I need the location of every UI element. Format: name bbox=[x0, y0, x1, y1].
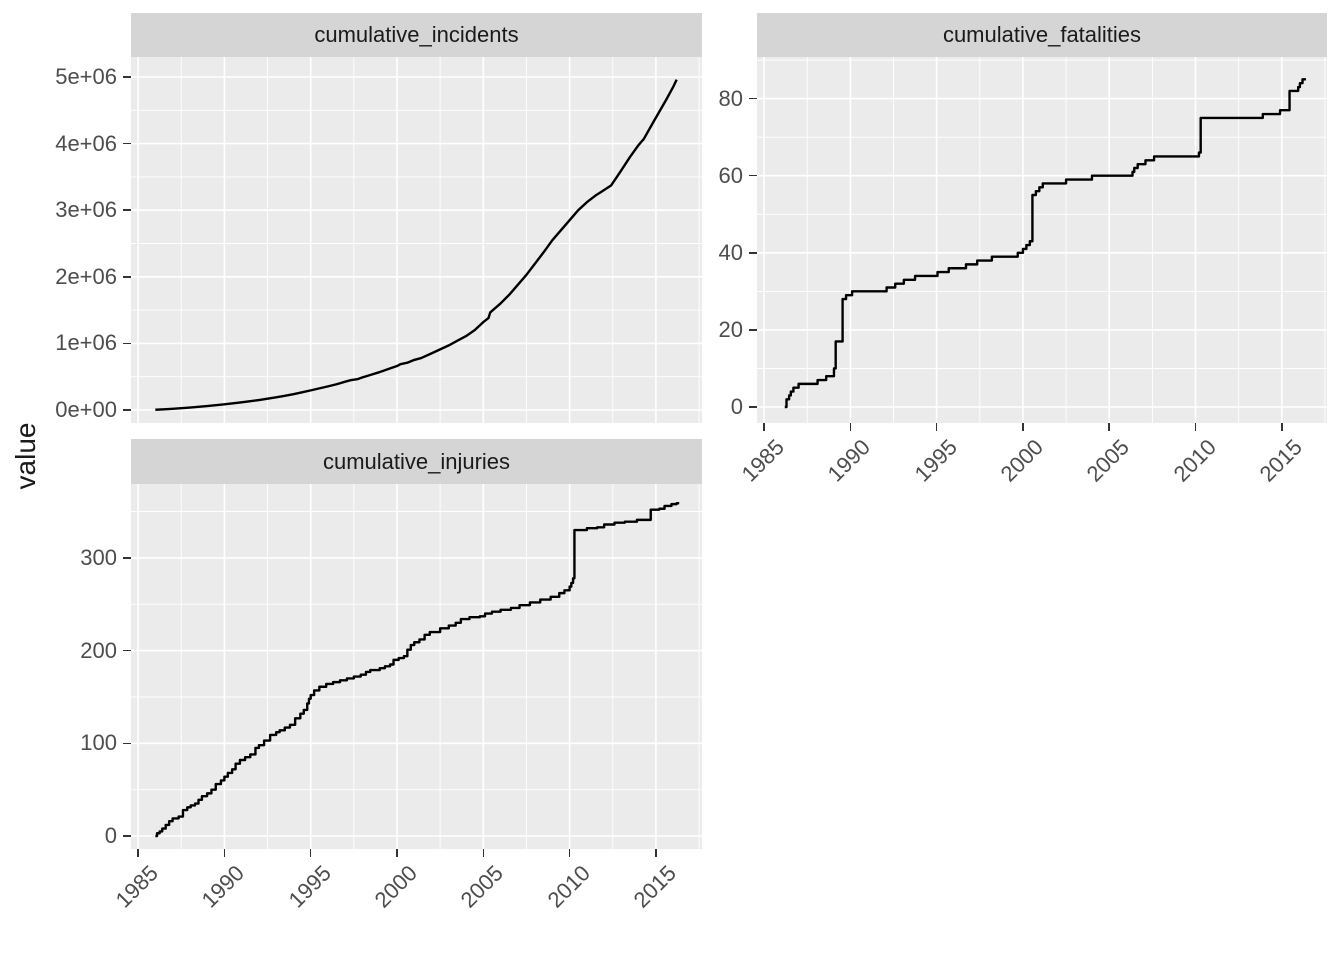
y-tick-mark bbox=[749, 406, 757, 408]
y-tick-label: 5e+06 bbox=[55, 64, 117, 89]
x-tick-mark bbox=[1108, 423, 1110, 431]
grid-major bbox=[131, 484, 702, 849]
y-tick-mark bbox=[123, 342, 131, 345]
facet-strip-label: cumulative_injuries bbox=[322, 448, 511, 474]
series-line bbox=[784, 78, 1306, 409]
y-tick-mark bbox=[123, 649, 131, 652]
x-tick-label: 2010 bbox=[1168, 434, 1221, 487]
y-tick-label: 4e+06 bbox=[55, 130, 117, 156]
x-tick-label: 1995 bbox=[909, 434, 962, 487]
y-tick-label: 80 bbox=[718, 85, 743, 111]
x-tick-label: 2015 bbox=[1254, 434, 1307, 487]
series-line bbox=[155, 79, 678, 411]
x-tick-mark bbox=[1194, 423, 1197, 431]
grid-minor bbox=[757, 57, 1327, 423]
y-tick-label: 100 bbox=[80, 730, 117, 756]
x-tick-label: 2015 bbox=[628, 860, 681, 913]
x-tick-label: 1985 bbox=[736, 434, 790, 487]
y-tick-mark bbox=[123, 742, 131, 745]
y-tick-label: 20 bbox=[718, 316, 743, 342]
grid-major bbox=[757, 57, 1327, 423]
facet-strip-label: cumulative_fatalities bbox=[942, 22, 1142, 47]
grid-minor bbox=[131, 57, 702, 423]
x-tick-mark bbox=[655, 849, 657, 857]
y-tick-label: 1e+06 bbox=[55, 330, 117, 356]
grid-major bbox=[131, 57, 702, 423]
x-tick-mark bbox=[396, 849, 398, 857]
x-tick-mark bbox=[1281, 423, 1283, 431]
x-tick-mark bbox=[568, 849, 571, 857]
y-tick-label: 0 bbox=[730, 394, 743, 419]
facet-strip-label: cumulative_incidents bbox=[314, 22, 519, 47]
x-tick-label: 2000 bbox=[369, 860, 422, 913]
grid-minor bbox=[131, 484, 702, 849]
x-tick-label: 2005 bbox=[455, 860, 509, 913]
panel-area bbox=[131, 57, 702, 423]
y-tick-mark bbox=[749, 329, 757, 331]
facet-strip: cumulative_fatalities bbox=[757, 13, 1327, 57]
y-tick-mark bbox=[123, 835, 131, 837]
facet-strip: cumulative_incidents bbox=[131, 13, 702, 57]
x-tick-mark bbox=[309, 849, 312, 857]
y-axis-title: value bbox=[10, 422, 41, 490]
x-tick-mark bbox=[1022, 423, 1024, 431]
y-tick-label: 60 bbox=[718, 162, 743, 188]
panel-background bbox=[131, 57, 702, 423]
y-tick-mark bbox=[123, 209, 131, 211]
x-tick-mark bbox=[137, 849, 139, 857]
x-tick-mark bbox=[849, 423, 852, 431]
x-tick-mark bbox=[935, 423, 938, 431]
series-line bbox=[155, 501, 680, 838]
y-tick-mark bbox=[749, 252, 757, 254]
x-tick-mark bbox=[482, 849, 485, 857]
y-tick-label: 2e+06 bbox=[55, 263, 117, 289]
y-tick-mark bbox=[123, 142, 131, 145]
x-tick-label: 2010 bbox=[542, 860, 595, 913]
y-tick-mark bbox=[749, 174, 757, 177]
y-tick-label: 0 bbox=[104, 823, 117, 848]
y-tick-label: 40 bbox=[718, 239, 743, 265]
panel-area bbox=[131, 484, 702, 849]
y-tick-label: 300 bbox=[80, 544, 117, 570]
y-tick-label: 200 bbox=[80, 637, 117, 663]
y-tick-mark bbox=[123, 276, 131, 278]
y-tick-mark bbox=[123, 557, 131, 559]
y-tick-label: 0e+00 bbox=[55, 397, 117, 422]
panel-area bbox=[757, 57, 1327, 423]
x-tick-label: 2005 bbox=[1081, 434, 1135, 487]
x-tick-label: 1990 bbox=[197, 860, 250, 913]
facet-strip: cumulative_injuries bbox=[131, 439, 702, 484]
x-tick-mark bbox=[223, 849, 226, 857]
x-tick-label: 1985 bbox=[110, 860, 164, 913]
y-tick-label: 3e+06 bbox=[55, 197, 117, 223]
x-tick-label: 1995 bbox=[283, 860, 336, 913]
y-tick-mark bbox=[123, 76, 131, 78]
y-tick-mark bbox=[123, 409, 131, 411]
y-tick-mark bbox=[749, 97, 757, 100]
x-tick-mark bbox=[763, 423, 765, 431]
x-tick-label: 2000 bbox=[995, 434, 1048, 487]
panel-background bbox=[131, 484, 702, 849]
x-tick-label: 1990 bbox=[823, 434, 876, 487]
